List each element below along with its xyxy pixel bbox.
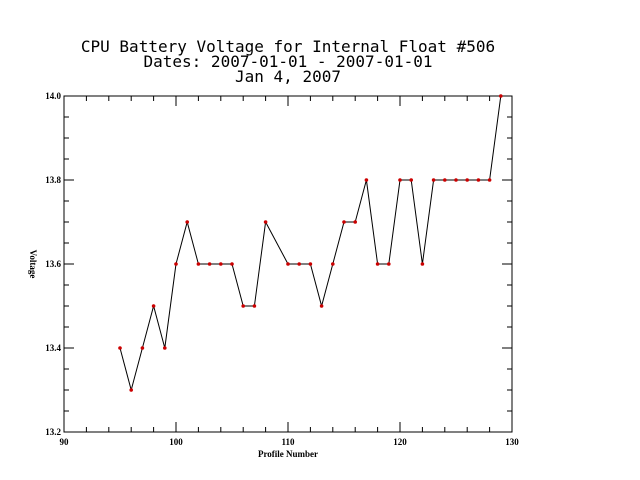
data-point bbox=[398, 178, 402, 182]
data-point bbox=[353, 220, 358, 224]
data-point bbox=[487, 178, 492, 182]
y-tick-label: 13.8 bbox=[45, 175, 61, 185]
axis-ticks bbox=[63, 95, 513, 433]
y-tick-label: 13.4 bbox=[45, 343, 61, 353]
data-point bbox=[286, 262, 290, 266]
data-point bbox=[207, 262, 212, 266]
y-tick-label: 13.6 bbox=[45, 259, 61, 269]
data-point bbox=[174, 262, 178, 266]
data-point bbox=[163, 346, 167, 350]
x-tick-label: 90 bbox=[60, 437, 70, 447]
data-point bbox=[219, 262, 223, 266]
data-point bbox=[230, 262, 234, 266]
data-point bbox=[342, 220, 346, 224]
data-point bbox=[308, 262, 313, 266]
data-point bbox=[443, 178, 447, 182]
data-point bbox=[465, 178, 470, 182]
data-point bbox=[252, 304, 257, 308]
chart-title-line-1: CPU Battery Voltage for Internal Float #… bbox=[81, 37, 495, 56]
data-point bbox=[331, 262, 335, 266]
data-point bbox=[387, 262, 391, 266]
data-point bbox=[151, 304, 156, 308]
x-tick-label: 120 bbox=[393, 437, 407, 447]
y-tick-label: 13.2 bbox=[45, 427, 61, 437]
data-point bbox=[420, 262, 425, 266]
x-tick-label: 130 bbox=[505, 437, 519, 447]
data-point bbox=[263, 220, 268, 224]
data-point bbox=[375, 262, 380, 266]
data-point bbox=[319, 304, 324, 308]
data-point bbox=[409, 178, 414, 182]
series-line bbox=[119, 95, 502, 392]
y-axis-label: Voltage bbox=[28, 250, 38, 279]
x-axis-label: Profile Number bbox=[258, 449, 318, 459]
data-point bbox=[196, 262, 201, 266]
x-tick-label: 110 bbox=[281, 437, 295, 447]
x-tick-label: 100 bbox=[169, 437, 183, 447]
axis-tick-labels: 90 100 110 120 130 13.2 13.4 13.6 13.8 14.0 bbox=[45, 91, 519, 447]
data-point bbox=[454, 178, 458, 182]
data-point bbox=[241, 304, 245, 308]
chart-title-line-2: Dates: 2007-01-01 - 2007-01-01 bbox=[144, 52, 433, 71]
data-point bbox=[364, 178, 369, 182]
data-point bbox=[431, 178, 436, 182]
data-point bbox=[140, 346, 145, 350]
data-point bbox=[297, 262, 302, 266]
y-tick-label: 14.0 bbox=[45, 91, 61, 101]
data-point bbox=[118, 346, 122, 350]
data-point bbox=[129, 388, 133, 392]
data-point bbox=[476, 178, 481, 182]
data-point bbox=[499, 94, 503, 98]
data-point bbox=[185, 220, 189, 224]
series-layer bbox=[118, 94, 503, 392]
chart-title-line-3: Jan 4, 2007 bbox=[235, 67, 341, 86]
